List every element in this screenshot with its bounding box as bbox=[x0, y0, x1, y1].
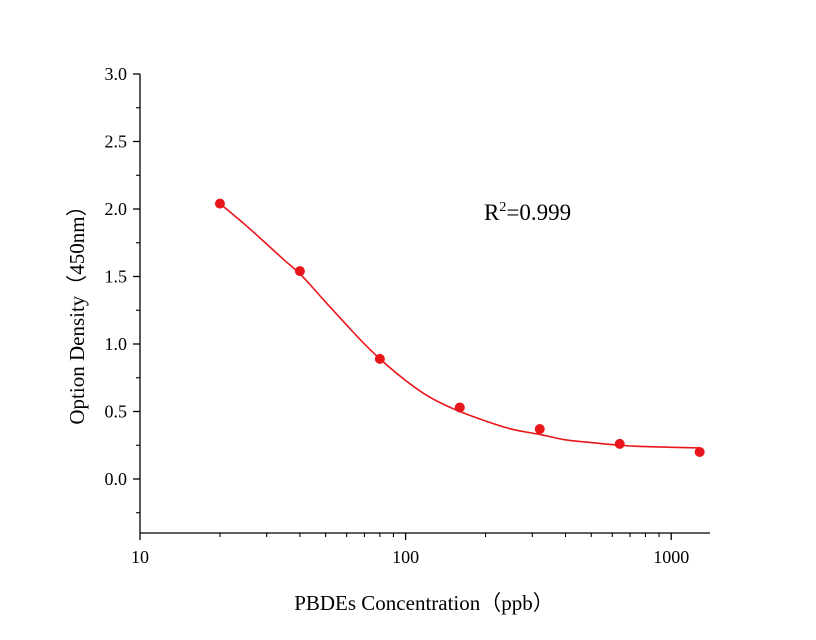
fit-curve bbox=[219, 202, 700, 449]
r-squared-value: =0.999 bbox=[506, 200, 571, 225]
r-squared-superscript: 2 bbox=[499, 200, 506, 215]
y-tick-label: 0.0 bbox=[105, 469, 128, 489]
y-tick-label: 1.0 bbox=[105, 334, 128, 354]
data-point bbox=[374, 353, 385, 364]
y-tick-label: 2.0 bbox=[105, 199, 128, 219]
data-point bbox=[534, 424, 545, 435]
y-tick-label: 2.5 bbox=[105, 132, 128, 152]
x-tick-label: 1000 bbox=[653, 547, 689, 567]
x-tick-label: 10 bbox=[131, 547, 149, 567]
data-point bbox=[614, 438, 625, 449]
data-points bbox=[214, 198, 705, 457]
y-tick-label: 1.5 bbox=[105, 267, 128, 287]
x-tick-label: 100 bbox=[392, 547, 419, 567]
r-squared-annotation: R2=0.999 bbox=[484, 200, 571, 225]
y-axis-title: Option Density（450nm） bbox=[65, 195, 89, 424]
axes bbox=[139, 74, 710, 534]
data-point bbox=[294, 266, 305, 277]
x-ticks: 10 100 1000 bbox=[131, 533, 689, 567]
x-axis-title: PBDEs Concentration（ppb） bbox=[294, 591, 554, 615]
r-squared-base: R bbox=[484, 200, 500, 225]
y-tick-label: 3.0 bbox=[105, 64, 128, 84]
data-point bbox=[214, 198, 225, 209]
data-point bbox=[454, 402, 465, 413]
y-tick-label: 0.5 bbox=[105, 402, 128, 422]
y-ticks: 0.0 0.5 1.0 1.5 2.0 2.5 3.0 bbox=[105, 64, 140, 514]
data-point bbox=[694, 447, 705, 457]
